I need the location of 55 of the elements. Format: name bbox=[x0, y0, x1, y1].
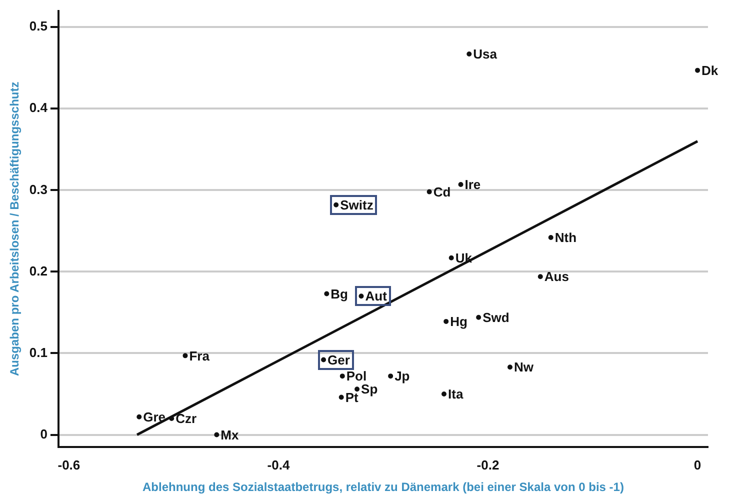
data-label: Pol bbox=[346, 368, 367, 384]
data-label: Nw bbox=[514, 360, 534, 375]
point bbox=[182, 353, 188, 358]
point bbox=[334, 202, 339, 208]
point bbox=[388, 374, 394, 379]
data-label: Bg bbox=[330, 286, 348, 302]
point bbox=[136, 414, 142, 420]
point bbox=[548, 234, 554, 240]
data-label: Hg bbox=[450, 314, 468, 330]
point bbox=[458, 182, 464, 187]
point bbox=[444, 318, 449, 324]
x-axis-title: Ablehnung des Sozialstaatbetrugs, relativ zu Dänemark (bei einer Skala von 0 bis -1) bbox=[142, 480, 624, 494]
data-label: Nth bbox=[554, 230, 577, 246]
data-label: Swd bbox=[482, 310, 510, 325]
y-tick-label: 0 bbox=[40, 426, 48, 442]
y-tick-label: 0.4 bbox=[29, 100, 48, 116]
data-label: Ita bbox=[448, 386, 464, 402]
x-tick-label: 0 bbox=[694, 457, 702, 472]
data-label: Aus bbox=[544, 269, 569, 284]
data-label: Usa bbox=[473, 46, 498, 62]
annotation: Ger bbox=[328, 352, 350, 368]
point bbox=[476, 314, 482, 320]
point bbox=[466, 52, 472, 57]
x-tick-label: -0.4 bbox=[267, 457, 290, 472]
point bbox=[354, 386, 360, 392]
point bbox=[508, 364, 512, 370]
y-tick-label: 0.1 bbox=[29, 344, 48, 360]
data-label: Mx bbox=[220, 427, 240, 442]
point bbox=[538, 274, 543, 280]
point bbox=[426, 189, 432, 194]
point bbox=[448, 255, 454, 260]
point bbox=[442, 392, 446, 397]
data-label: Dk bbox=[702, 62, 719, 78]
data-label: Pt bbox=[345, 390, 359, 405]
y-tick-label: 0.3 bbox=[29, 182, 48, 197]
data-label: Czr bbox=[176, 411, 197, 426]
point bbox=[695, 68, 700, 73]
data-label: Fra bbox=[189, 348, 210, 364]
point bbox=[324, 291, 330, 296]
point bbox=[338, 394, 344, 400]
y-axis-title: Ausgaben pro Arbeitslosen / Beschäftigungsschutz bbox=[8, 82, 22, 376]
annotation: Switz bbox=[340, 197, 374, 212]
y-tick-label: 0.2 bbox=[29, 263, 48, 278]
point bbox=[340, 374, 345, 379]
data-label: Jp bbox=[394, 368, 410, 384]
point bbox=[321, 357, 326, 362]
y-tick-label: 0.5 bbox=[29, 18, 48, 34]
annotation: Aut bbox=[365, 288, 388, 304]
x-tick-label: -0.6 bbox=[58, 457, 80, 472]
data-label: Sp bbox=[361, 382, 378, 397]
point bbox=[358, 294, 364, 299]
x-tick-label: -0.2 bbox=[476, 457, 500, 472]
data-label: Ire bbox=[464, 177, 481, 192]
data-label: Cd bbox=[433, 184, 451, 200]
point bbox=[214, 432, 220, 438]
